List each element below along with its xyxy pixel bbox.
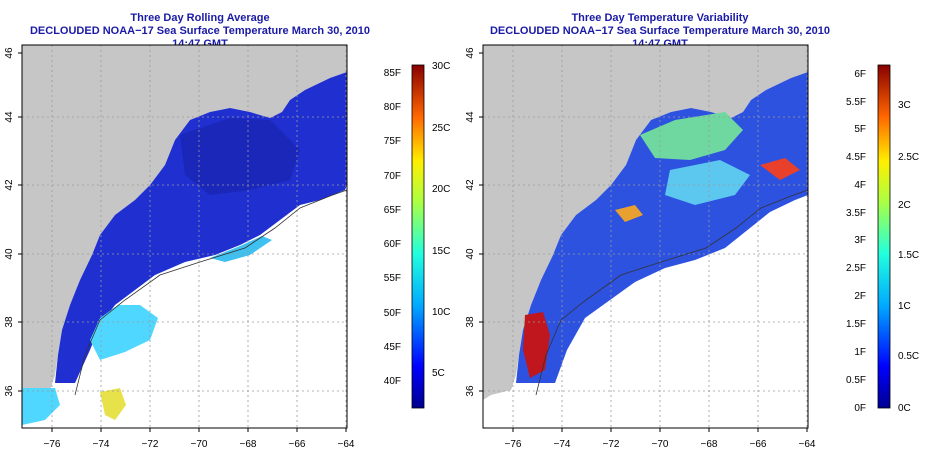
shelf-contour [74,189,347,396]
lat-tick: 44 [4,111,15,123]
gulf-water [180,118,300,195]
lat-tick: 40 [465,248,476,260]
colorbar-f-label: 3.5F [846,208,866,219]
variability-high-patch [760,158,800,180]
colorbar-f-label: 0.5F [846,375,866,386]
lon-tick: −66 [289,439,306,450]
colorbar-f-label: 85F [384,68,401,79]
variability-peak-patch [523,312,550,378]
colorbar-f-label: 5.5F [846,97,866,108]
warm-water-patch [100,388,126,420]
lat-tick: 42 [465,179,476,191]
colorbar-c-label: 30C [432,61,450,72]
lat-tick: 38 [465,316,476,328]
variability-high-patch [615,205,643,222]
warm-water-patch [22,388,60,425]
lat-tick: 40 [4,248,15,260]
colorbar-c-label: 25C [432,123,450,134]
colorbar-c-label: 3C [898,100,911,111]
colorbar-c-label: 2C [898,200,911,211]
variability-colorbar [877,64,891,409]
variability-high-patch [665,160,750,205]
lon-tick: −68 [701,439,718,450]
left-map: 46 44 42 40 38 36 −76 −74 −72 −70 −68 −6… [4,44,450,450]
lon-tick: −66 [750,439,767,450]
colorbar-f-label: 1F [854,347,866,358]
colorbar-c-label: 15C [432,246,450,257]
lon-tick: −70 [652,439,669,450]
colorbar-f-label: 6F [854,69,866,80]
colorbar-f-label: 70F [384,171,401,182]
lat-tick: 38 [4,316,15,328]
colorbar-f-label: 4.5F [846,152,866,163]
warm-water-patch [90,305,158,360]
lon-tick: −64 [799,439,816,450]
lat-tick: 46 [465,47,476,59]
colorbar-c-label: 1.5C [898,250,919,261]
left-map-title: Three Day Rolling Average [130,12,270,24]
lon-tick: −64 [338,439,355,450]
colorbar-f-label: 65F [384,205,401,216]
colorbar-f-label: 75F [384,136,401,147]
right-map: 46 −76 −74 −72 −70 −68 −66 −64 6F 5.5F 5… [479,44,919,450]
colorbar-f-label: 0F [854,403,866,414]
variability-water [516,72,808,383]
colorbar-f-label: 1.5F [846,319,866,330]
lon-tick: −70 [191,439,208,450]
colorbar-c-label: 2.5C [898,152,919,163]
variability-high-patch [640,112,743,160]
shelf-contour [535,189,808,396]
lat-tick: 42 [4,179,15,191]
lon-tick: −76 [505,439,522,450]
colorbar-f-label: 2.5F [846,263,866,274]
colorbar-c-label: 10C [432,307,450,318]
lon-tick: −74 [554,439,571,450]
colorbar-f-label: 50F [384,308,401,319]
colorbar-f-label: 45F [384,342,401,353]
colorbar-c-label: 0C [898,403,911,414]
colorbar-c-label: 20C [432,184,450,195]
colorbar-f-label: 80F [384,102,401,113]
colorbar-f-label: 3F [854,235,866,246]
lon-tick: −72 [142,439,159,450]
temperature-colorbar [411,64,425,409]
colorbar-c-label: 1C [898,301,911,312]
right-map-lat-labels: 46 44 42 40 38 36 [465,47,476,397]
lat-tick: 36 [465,385,476,397]
lat-tick: 36 [4,385,15,397]
colorbar-f-label: 2F [854,291,866,302]
lat-tick: 46 [4,47,15,59]
colorbar-f-label: 5F [854,124,866,135]
colorbar-c-label: 5C [432,368,445,379]
colorbar-f-label: 4F [854,180,866,191]
colorbar-f-label: 60F [384,239,401,250]
colorbar-f-label: 40F [384,376,401,387]
right-map-title: Three Day Temperature Variability [571,12,749,24]
land-mass [22,45,347,400]
lon-tick: −68 [240,439,257,450]
lon-tick: −76 [44,439,61,450]
colorbar-c-label: 0.5C [898,351,919,362]
land-mass [483,45,808,400]
lat-tick: 44 [465,111,476,123]
colorbar-f-label: 55F [384,273,401,284]
lon-tick: −72 [603,439,620,450]
lon-tick: −74 [93,439,110,450]
